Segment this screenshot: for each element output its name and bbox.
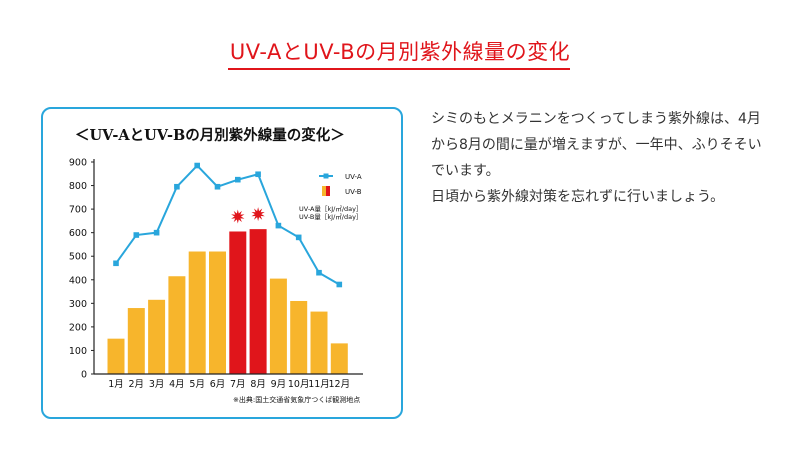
uva-point bbox=[336, 281, 343, 288]
uva-point bbox=[255, 171, 261, 178]
uva-point bbox=[133, 232, 140, 238]
uva-point bbox=[194, 162, 200, 169]
y-tick-label: 700 bbox=[69, 205, 87, 216]
uvb-bars bbox=[107, 229, 348, 374]
y-tick-label: 900 bbox=[69, 158, 87, 169]
x-tick-label: 7月 bbox=[230, 379, 246, 390]
uvb-bar bbox=[209, 251, 226, 374]
uvb-bar bbox=[310, 311, 328, 374]
units-uva: UV-A量［kJ/㎡/day］ bbox=[299, 204, 363, 213]
uva-point bbox=[295, 234, 302, 241]
y-tick-label: 500 bbox=[69, 252, 87, 263]
x-tick-label: 3月 bbox=[149, 379, 165, 390]
x-tick-label: 9月 bbox=[271, 379, 287, 390]
uvb-bar bbox=[168, 276, 186, 374]
units-uvb: UV-B量［kJ/㎡/day］ bbox=[299, 212, 362, 221]
x-tick-label: 5月 bbox=[189, 379, 205, 390]
uva-point bbox=[113, 260, 119, 267]
title-underline bbox=[228, 68, 570, 70]
description-paragraph-1: シミのもとメラニンをつくってしまう紫外線は、4月から8月の間に量が増えますが、一… bbox=[431, 111, 762, 179]
description: シミのもとメラニンをつくってしまう紫外線は、4月から8月の間に量が増えますが、一… bbox=[431, 106, 766, 210]
uva-point bbox=[316, 269, 322, 276]
x-tick-label: 4月 bbox=[169, 379, 185, 390]
uvb-bar bbox=[229, 231, 247, 374]
y-axis-ticks: 0 100 200 300 400 500 600 700 800 900 bbox=[69, 158, 94, 381]
uvb-bar bbox=[188, 251, 206, 374]
uva-point bbox=[174, 183, 180, 190]
uvb-bar bbox=[107, 338, 125, 374]
uvb-bar bbox=[249, 229, 267, 374]
legend-uva-label: UV-A bbox=[345, 173, 362, 181]
x-tick-label: 8月 bbox=[250, 379, 266, 390]
peak-burst-icon bbox=[251, 207, 265, 222]
x-tick-label: 1月 bbox=[108, 379, 124, 390]
peak-burst-icon bbox=[231, 209, 245, 224]
uva-point bbox=[214, 183, 221, 190]
chart-title: ＜UV-AとUV-Bの月別紫外線量の変化＞ bbox=[75, 126, 345, 144]
uva-series-line bbox=[115, 164, 340, 286]
y-tick-label: 600 bbox=[69, 228, 87, 239]
page-title: UV-AとUV-Bの月別紫外線量の変化 bbox=[229, 40, 571, 64]
y-tick-label: 200 bbox=[69, 322, 87, 333]
legend-uvb-label: UV-B bbox=[345, 188, 362, 196]
uvb-bar bbox=[330, 343, 348, 374]
uvb-bar bbox=[269, 278, 287, 374]
uva-point bbox=[235, 176, 241, 183]
x-tick-label: 2月 bbox=[129, 379, 145, 390]
chart-card: ＜UV-AとUV-Bの月別紫外線量の変化＞ 0 100 200 300 400 500 60… bbox=[41, 107, 403, 419]
description-paragraph-2: 日頃から紫外線対策を忘れずに行いましょう。 bbox=[431, 189, 725, 205]
legend-uva-marker-icon bbox=[323, 173, 329, 179]
y-tick-label: 300 bbox=[69, 299, 87, 310]
x-tick-label: 12月 bbox=[329, 379, 351, 390]
uvb-bar bbox=[148, 299, 166, 374]
y-tick-label: 400 bbox=[69, 275, 87, 286]
peak-markers bbox=[231, 207, 265, 224]
y-tick-label: 100 bbox=[69, 346, 87, 357]
legend-uvb-icon-orange bbox=[322, 186, 326, 196]
uvb-bar bbox=[290, 300, 308, 374]
legend-uvb-icon-red bbox=[326, 186, 330, 196]
y-tick-label: 800 bbox=[69, 181, 87, 192]
uva-point bbox=[275, 222, 282, 229]
uvb-bar bbox=[127, 308, 145, 374]
x-tick-label: 11月 bbox=[308, 379, 330, 390]
uva-line bbox=[113, 162, 343, 288]
uv-chart: ＜UV-AとUV-Bの月別紫外線量の変化＞ 0 100 200 300 400 500 60… bbox=[69, 126, 363, 404]
x-tick-label: 10月 bbox=[288, 379, 310, 390]
uva-point bbox=[153, 229, 160, 236]
x-tick-label: 6月 bbox=[210, 379, 226, 390]
y-tick-label: 0 bbox=[81, 370, 87, 381]
source-note: ※出典:国土交通省気象庁つくば観測地点 bbox=[233, 395, 360, 404]
